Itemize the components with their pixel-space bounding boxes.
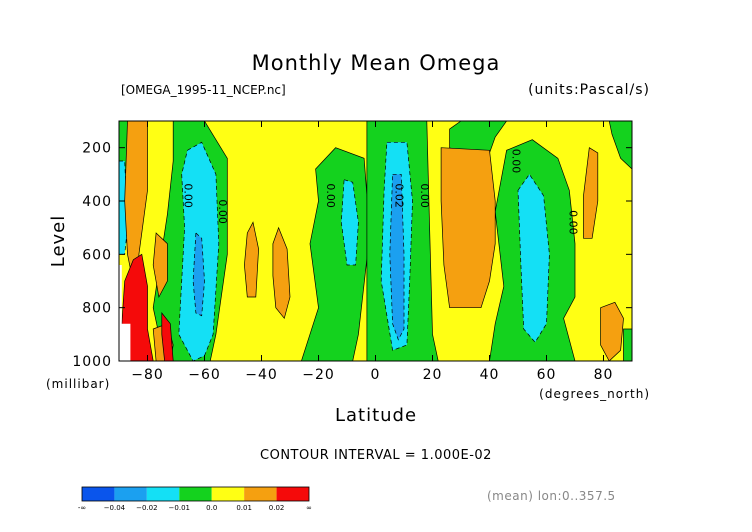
colorbar-label: −0.01 bbox=[169, 504, 190, 512]
y-axis-units: (millibar) bbox=[46, 377, 110, 391]
colorbar-label: −0.02 bbox=[136, 504, 157, 512]
x-tick-label: −40 bbox=[245, 367, 278, 383]
file-label: [OMEGA_1995-11_NCEP.nc] bbox=[121, 83, 286, 97]
colorbar-swatch bbox=[244, 487, 277, 501]
colorbar-swatch bbox=[114, 487, 147, 501]
x-tick-label: 0 bbox=[371, 367, 381, 383]
x-tick-label: 80 bbox=[594, 367, 614, 383]
contour-interval-text: CONTOUR INTERVAL = 1.000E-02 bbox=[260, 448, 492, 463]
colorbar-swatch bbox=[146, 487, 180, 501]
colorbar-label: −0.04 bbox=[104, 504, 126, 512]
colorbar-swatch bbox=[82, 487, 115, 501]
contour-region-moderate-negative-14 bbox=[192, 232, 205, 317]
y-tick-label: 200 bbox=[82, 141, 112, 157]
contour-region-weak-positive-23 bbox=[600, 301, 624, 361]
x-axis-units: (degrees_north) bbox=[539, 387, 650, 401]
contour-label-0: 0.00 bbox=[182, 183, 195, 208]
chart-title: Monthly Mean Omega bbox=[252, 51, 501, 75]
contour-label-3: 0.02 bbox=[392, 183, 405, 208]
contour-region-weak-negative-11 bbox=[340, 179, 359, 266]
colorbar-label: 0.02 bbox=[269, 504, 285, 512]
colorbar-swatch bbox=[276, 487, 309, 501]
colorbar-label: -∞ bbox=[78, 504, 86, 512]
contour-region-weak-negative-13 bbox=[517, 173, 550, 343]
x-axis-label: Latitude bbox=[335, 405, 417, 426]
contour-regions bbox=[119, 121, 632, 361]
x-tick-label: −80 bbox=[131, 367, 164, 383]
x-tick-label: 20 bbox=[423, 367, 443, 383]
x-tick-label: −60 bbox=[188, 367, 221, 383]
x-axis-ticks: −80 −60 −40 −20 0 20 40 60 80 bbox=[131, 121, 614, 383]
contour-region-weak-positive-22 bbox=[583, 147, 599, 239]
colorbar-swatch bbox=[179, 487, 212, 501]
contour-region-strong-positive-25 bbox=[161, 311, 174, 361]
contour-region-missing-26 bbox=[119, 265, 131, 361]
contour-label-4: 0.00 bbox=[418, 183, 431, 208]
y-tick-label: 1000 bbox=[72, 354, 112, 370]
contour-labels: 0.00 0.00 0.00 0.02 0.00 0.00 0.00 bbox=[182, 149, 580, 235]
colorbar-label: ∞ bbox=[306, 504, 312, 512]
y-tick-label: 800 bbox=[82, 301, 112, 317]
x-tick-label: 40 bbox=[480, 367, 500, 383]
contour-region-weak-positive-20 bbox=[272, 226, 291, 320]
mean-note: (mean) lon:0..357.5 bbox=[487, 489, 616, 503]
contour-region-weak-positive-19 bbox=[244, 221, 259, 298]
contour-region-moderate-negative-15 bbox=[389, 173, 405, 341]
contour-label-2: 0.00 bbox=[324, 183, 337, 208]
y-tick-label: 400 bbox=[82, 194, 112, 210]
contour-region-zero-8 bbox=[623, 328, 632, 361]
y-axis-ticks: 1000 800 600 400 200 bbox=[72, 141, 632, 370]
contour-region-weak-positive-21 bbox=[440, 147, 496, 309]
contour-label-6: 0.00 bbox=[566, 210, 579, 235]
colorbar-label: 0.0 bbox=[206, 504, 217, 512]
colorbar-frame bbox=[81, 486, 310, 502]
y-axis-label: Level bbox=[48, 215, 69, 268]
x-tick-label: −20 bbox=[302, 367, 335, 383]
units-label: (units:Pascal/s) bbox=[528, 82, 650, 98]
y-tick-label: 600 bbox=[82, 247, 112, 263]
colorbar: -∞ −0.04 −0.02 −0.01 0.0 0.01 0.02 ∞ bbox=[78, 486, 312, 512]
colorbar-label: 0.01 bbox=[236, 504, 252, 512]
x-tick-label: 60 bbox=[537, 367, 557, 383]
contour-region-weak-positive-17 bbox=[152, 232, 168, 299]
contour-region-zero-7 bbox=[608, 121, 632, 170]
contour-label-5: 0.00 bbox=[509, 149, 522, 174]
contour-label-1: 0.00 bbox=[216, 199, 229, 224]
colorbar-swatch bbox=[211, 487, 245, 501]
